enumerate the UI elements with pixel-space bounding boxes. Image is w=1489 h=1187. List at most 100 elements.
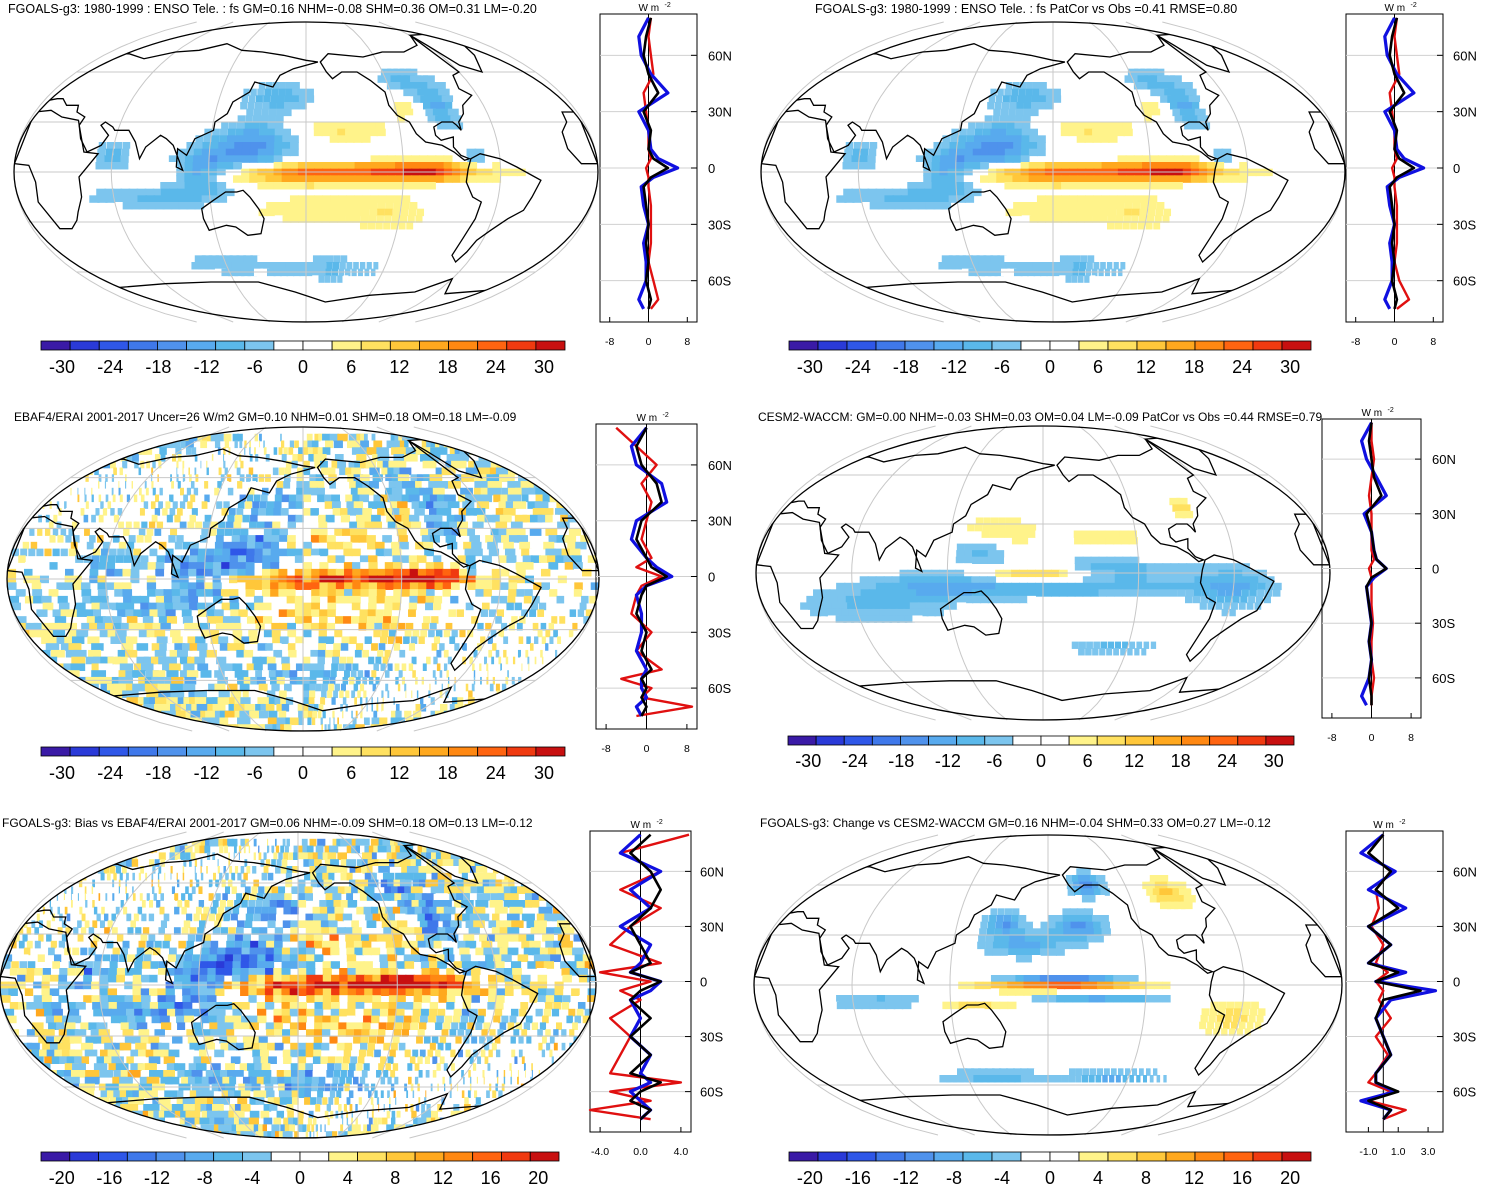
colorbar-label: -30 [795,751,821,771]
colorbar-swatch [1124,735,1154,746]
profile-xtick-label: -4.0 [591,1146,609,1158]
colorbar-label: 12 [1124,751,1144,771]
profile-units-superscript: -2 [1411,2,1417,9]
profile-curve-black [1365,422,1388,706]
profile-curve-red [615,426,694,718]
zonal-profile-top-right: 60N 30N 0 30S 60S -8 0 8 W m -2 [1345,2,1477,348]
profile-xtick-label: 0 [644,743,650,755]
colorbar-swatch [1223,1151,1254,1162]
colorbar-swatch [1252,1151,1283,1162]
profile-units-superscript: -2 [1388,407,1394,414]
colorbar-swatch [244,746,275,757]
colorbar-middle-right: -30 -24 -18 -12 -6 0 6 12 18 24 30 [787,735,1295,771]
colorbar-label: 18 [1184,357,1204,377]
colorbar-swatch [302,340,333,351]
colorbar-swatch [389,340,420,351]
colorbar-swatch [506,340,537,351]
colorbar-swatch [535,746,566,757]
colorbar-label: -12 [941,357,967,377]
colorbar-label: -8 [197,1168,213,1187]
colorbar-swatch [928,735,958,746]
colorbar-swatch [787,735,817,746]
colorbar-swatch [900,735,929,746]
colorbar-label: 4 [1093,1168,1103,1187]
profile-xtick-label: -8 [1327,732,1336,744]
colorbar-label: -12 [194,763,220,783]
colorbar-label: 4 [343,1168,353,1187]
colorbar-label: 16 [1232,1168,1252,1187]
map-panel-top-left [13,21,599,323]
profile-xtick-label: 0 [1369,732,1375,744]
lat-tick-label: 30S [708,625,731,640]
profile-xtick-label: -8 [601,743,610,755]
colorbar-swatch [956,735,986,746]
colorbar-swatch [529,1151,560,1162]
colorbar-label: -30 [797,357,823,377]
colorbar-swatch [1194,1151,1225,1162]
colorbar-top-left: -30 -24 -18 -12 -6 0 6 12 18 24 30 [40,340,566,377]
colorbar-label: 0 [295,1168,305,1187]
colorbar-swatch [448,340,479,351]
colorbar-swatch [817,340,848,351]
colorbar-label: -16 [96,1168,122,1187]
colorbar-swatch [1107,1151,1138,1162]
colorbar-label: 12 [1136,357,1156,377]
colorbar-swatch [477,746,508,757]
profile-xtick-label: 0 [1392,336,1398,348]
lat-tick-label: 60N [708,458,732,473]
colorbar-label: -6 [994,357,1010,377]
colorbar-swatch [1096,735,1126,746]
colorbar-swatch [933,340,964,351]
colorbar-swatch [846,1151,877,1162]
profile-xtick-label: 8 [684,743,690,755]
zonal-profile-middle-right: 60N 30N 0 30S 60S -8 0 8 W m -2 [1321,407,1456,744]
map-panel-middle-left [6,426,600,732]
colorbar-swatch [1165,1151,1196,1162]
colorbar-label: -18 [145,357,171,377]
profile-xtick-label: 3.0 [1421,1146,1436,1158]
colorbar-swatch [1012,735,1042,746]
colorbar-label: -18 [145,763,171,783]
colorbar-label: -4 [994,1168,1010,1187]
colorbar-label: -4 [244,1168,260,1187]
panel-title: FGOALS-g3: 1980-1999 : ENSO Tele. : fs P… [815,2,1237,16]
colorbar-swatch [40,1151,71,1162]
lat-tick-label: 30N [700,919,724,934]
panel-title: EBAF4/ERAI 2001-2017 Uncer=26 W/m2 GM=0.… [14,410,517,424]
colorbar-label: 0 [298,357,308,377]
colorbar-swatch [357,1151,387,1162]
lat-tick-label: 60N [700,864,724,879]
panel-title: FGOALS-g3: 1980-1999 : ENSO Tele. : fs G… [8,2,537,16]
colorbar-label: 30 [534,763,554,783]
colorbar-swatch [815,735,845,746]
colorbar-swatch [215,746,246,757]
colorbar-swatch [331,340,362,351]
colorbar-swatch [98,1151,128,1162]
colorbar-swatch [846,340,877,351]
colorbar-swatch [242,1151,272,1162]
lat-tick-label: 30N [708,514,732,529]
map-border [0,831,597,1139]
zonal-profile-bottom-left: 60N 30N 0 30S 60S -4.0 0.0 4.0 W m -2 [588,819,724,1158]
colorbar-label: 18 [438,763,458,783]
colorbar-label: 0 [298,763,308,783]
colorbar-swatch [157,340,187,351]
zonal-profile-middle-left: 60N 30N 0 30S 60S -8 0 8 W m -2 [595,412,732,755]
colorbar-swatch [1078,340,1109,351]
colorbar-label: 24 [486,357,506,377]
colorbar-swatch [360,340,391,351]
profile-curve-black [1388,17,1416,310]
colorbar-swatch [40,340,71,351]
colorbar-bottom-right: -20 -16 -12 -8 -4 0 4 8 12 16 20 [788,1151,1312,1187]
colorbar-swatch [127,746,158,757]
colorbar-label: 18 [438,357,458,377]
colorbar-swatch [788,1151,819,1162]
profile-curve-black [635,427,668,717]
colorbar-swatch [1265,735,1295,746]
colorbar-label: -18 [893,357,919,377]
profile-curve-blue [1383,17,1426,310]
lat-tick-label: 60S [1453,274,1476,289]
colorbar-label: 0 [1036,751,1046,771]
colorbar-swatch [962,340,993,351]
colorbar-swatch [1020,1151,1051,1162]
